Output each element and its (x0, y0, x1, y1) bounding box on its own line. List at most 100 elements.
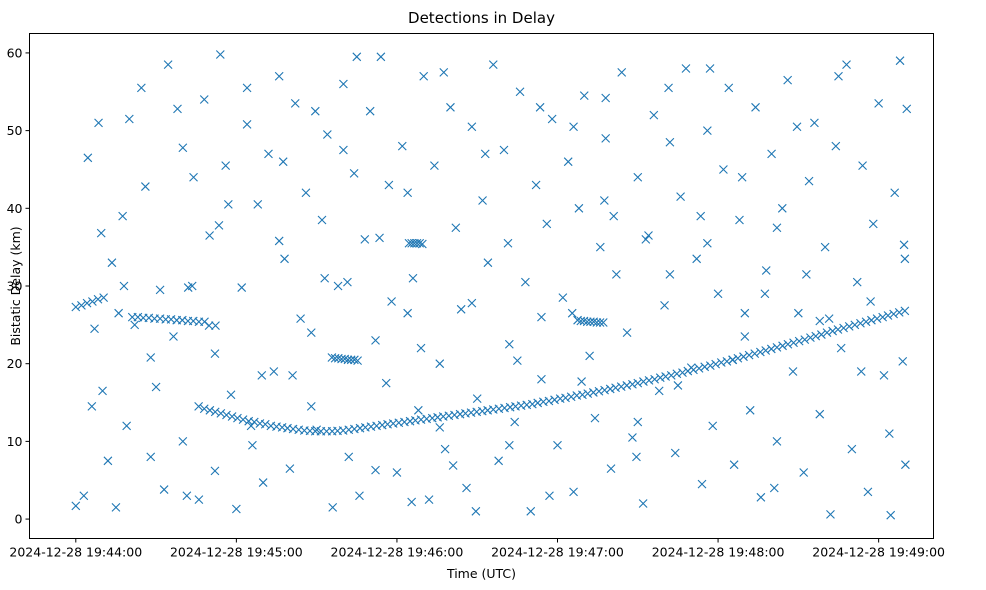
data-point (705, 64, 715, 73)
data-point (371, 335, 380, 345)
data-point (488, 60, 498, 69)
data-point (448, 461, 458, 470)
data-point (322, 130, 332, 139)
data-point (353, 356, 362, 365)
data-point (478, 196, 487, 205)
data-point (82, 298, 92, 308)
data-point (199, 404, 209, 414)
data-point (187, 281, 197, 291)
data-point (408, 273, 418, 283)
data-point (729, 460, 739, 470)
data-point (760, 289, 770, 299)
data-point (822, 328, 832, 338)
data-point (87, 402, 97, 411)
data-point (257, 370, 267, 380)
data-point (899, 240, 909, 250)
data-point (274, 236, 284, 246)
data-point (407, 497, 417, 507)
data-point (863, 487, 873, 497)
data-point (883, 311, 893, 320)
data-point (649, 110, 659, 120)
data-point (306, 402, 316, 411)
data-point (574, 203, 584, 213)
data-point (665, 137, 675, 147)
data-point (783, 75, 793, 85)
data-point (566, 392, 576, 402)
data-point (413, 405, 423, 415)
data-point (799, 468, 809, 477)
data-point (711, 359, 721, 369)
data-point (582, 317, 592, 327)
data-point (836, 343, 846, 353)
data-point (569, 487, 578, 497)
data-point (504, 440, 514, 450)
data-point (638, 499, 648, 508)
data-point (755, 347, 765, 357)
data-point (828, 326, 837, 336)
data-point (792, 122, 802, 132)
data-point (622, 328, 632, 338)
data-point (79, 491, 89, 501)
data-point (617, 67, 627, 77)
data-point (616, 382, 626, 392)
data-point (622, 381, 632, 390)
data-point (740, 332, 750, 341)
data-point (296, 314, 305, 324)
data-point (527, 399, 537, 409)
data-point (483, 258, 493, 268)
data-point (650, 374, 660, 384)
data-point (778, 341, 787, 351)
data-point (696, 211, 706, 221)
data-point (806, 333, 815, 343)
data-point (611, 269, 621, 279)
data-point (605, 384, 615, 394)
data-point (510, 417, 520, 427)
data-point (686, 363, 696, 372)
data-point (480, 149, 490, 159)
data-point (815, 316, 825, 326)
data-point (238, 415, 248, 425)
data-point (503, 238, 513, 248)
data-point (588, 388, 598, 397)
data-point (833, 325, 843, 334)
data-point (310, 106, 320, 116)
y-tick-label: 30 (7, 279, 23, 294)
data-point (872, 314, 882, 324)
y-tick-label: 50 (7, 123, 23, 138)
data-point (826, 510, 835, 519)
data-point (535, 102, 545, 112)
data-point (90, 324, 99, 334)
data-point (834, 71, 843, 81)
data-point (866, 297, 875, 306)
data-point (397, 141, 407, 151)
data-point (205, 231, 214, 240)
data-point (609, 211, 619, 221)
data-point (211, 321, 220, 331)
data-point (831, 141, 841, 151)
data-point (794, 336, 804, 346)
x-tick-label: 2024-12-28 19:47:00 (491, 545, 624, 560)
data-point (246, 421, 256, 431)
data-point (403, 308, 413, 318)
data-point (107, 258, 117, 268)
data-point (216, 409, 226, 418)
data-point (343, 355, 353, 365)
data-point (521, 277, 530, 287)
data-point (655, 373, 665, 383)
data-point (898, 356, 908, 366)
data-point (901, 460, 910, 470)
data-point (766, 344, 776, 354)
data-point (611, 383, 620, 393)
data-point (98, 386, 107, 396)
data-point (654, 386, 664, 396)
data-point (435, 423, 445, 432)
data-point (868, 219, 878, 229)
data-point (136, 83, 146, 93)
y-axis-label: Bistatic Delay (km) (8, 226, 23, 345)
data-point (415, 238, 425, 248)
data-point (312, 425, 322, 435)
data-point (890, 188, 900, 198)
data-point (599, 196, 609, 205)
data-point (227, 412, 237, 421)
data-point (733, 353, 743, 363)
